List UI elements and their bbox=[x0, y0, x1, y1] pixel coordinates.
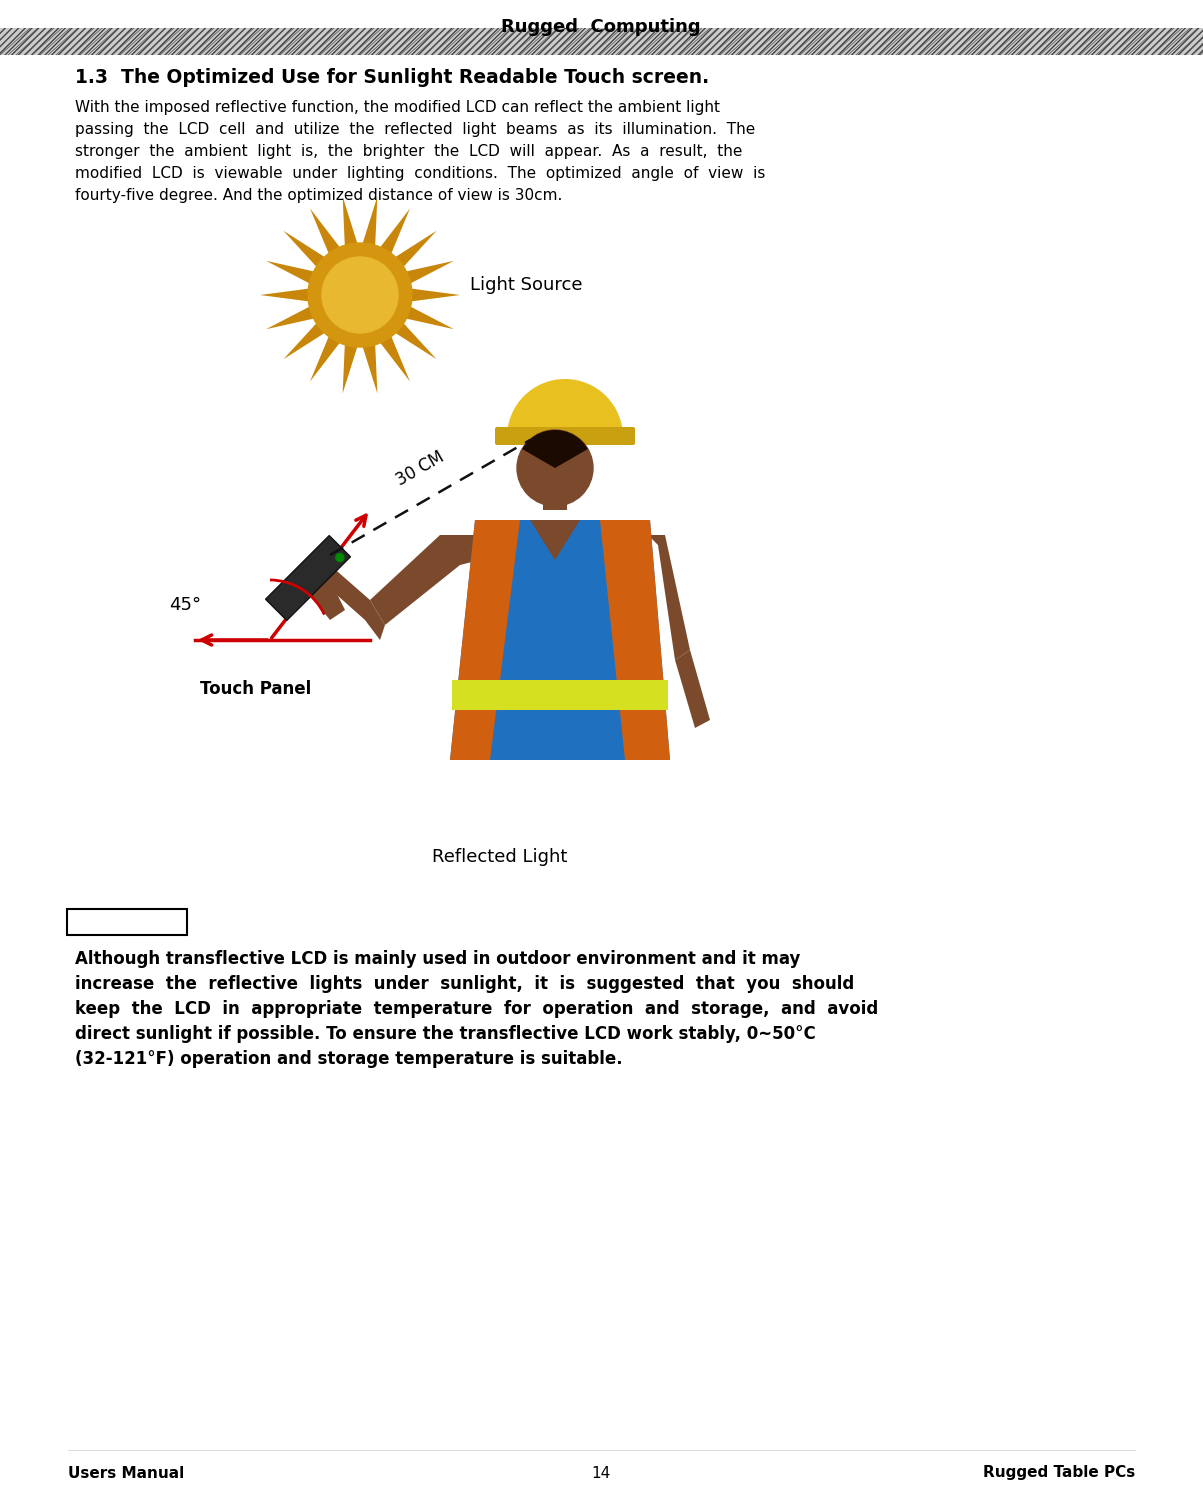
Bar bbox=[543, 491, 567, 510]
Bar bbox=[0, 29, 1203, 56]
Polygon shape bbox=[452, 680, 488, 710]
FancyBboxPatch shape bbox=[494, 427, 635, 445]
Text: fourty-five degree. And the optimized distance of view is 30cm.: fourty-five degree. And the optimized di… bbox=[75, 188, 562, 203]
Text: Reflected Light: Reflected Light bbox=[432, 847, 568, 865]
Circle shape bbox=[322, 257, 398, 333]
Polygon shape bbox=[531, 521, 580, 560]
Polygon shape bbox=[320, 564, 385, 640]
Polygon shape bbox=[380, 208, 410, 253]
Circle shape bbox=[336, 554, 344, 561]
Polygon shape bbox=[450, 521, 670, 760]
Polygon shape bbox=[284, 324, 325, 360]
Polygon shape bbox=[266, 536, 350, 620]
Polygon shape bbox=[648, 534, 691, 661]
Polygon shape bbox=[396, 230, 437, 266]
Wedge shape bbox=[506, 379, 623, 436]
Text: **Caution: **Caution bbox=[72, 908, 161, 926]
Text: Users Manual: Users Manual bbox=[69, 1466, 184, 1481]
Text: 1.3  The Optimized Use for Sunlight Readable Touch screen.: 1.3 The Optimized Use for Sunlight Reada… bbox=[75, 68, 709, 87]
Polygon shape bbox=[310, 337, 339, 382]
Text: modified  LCD  is  viewable  under  lighting  conditions.  The  optimized  angle: modified LCD is viewable under lighting … bbox=[75, 166, 765, 181]
Circle shape bbox=[308, 242, 411, 348]
Text: 45°: 45° bbox=[168, 596, 201, 614]
Polygon shape bbox=[266, 307, 314, 330]
Text: direct sunlight if possible. To ensure the transflective LCD work stably, 0~50°C: direct sunlight if possible. To ensure t… bbox=[75, 1025, 816, 1043]
Polygon shape bbox=[396, 324, 437, 360]
Text: With the imposed reflective function, the modified LCD can reflect the ambient l: With the imposed reflective function, th… bbox=[75, 99, 721, 114]
Polygon shape bbox=[343, 197, 357, 245]
Polygon shape bbox=[675, 650, 710, 728]
Text: passing  the  LCD  cell  and  utilize  the  reflected  light  beams  as  its  il: passing the LCD cell and utilize the ref… bbox=[75, 122, 755, 137]
Text: Rugged Table PCs: Rugged Table PCs bbox=[983, 1466, 1134, 1481]
Polygon shape bbox=[407, 260, 454, 283]
Text: 14: 14 bbox=[592, 1466, 611, 1481]
Text: Light Source: Light Source bbox=[470, 275, 582, 293]
Polygon shape bbox=[363, 345, 378, 393]
Polygon shape bbox=[630, 680, 668, 710]
Text: increase  the  reflective  lights  under  sunlight,  it  is  suggested  that  yo: increase the reflective lights under sun… bbox=[75, 975, 854, 993]
Text: Touch Panel: Touch Panel bbox=[200, 680, 312, 698]
Wedge shape bbox=[522, 430, 588, 468]
Polygon shape bbox=[310, 575, 345, 620]
Text: 30 CM: 30 CM bbox=[393, 448, 448, 489]
Polygon shape bbox=[260, 289, 308, 301]
Polygon shape bbox=[380, 337, 410, 382]
FancyBboxPatch shape bbox=[67, 909, 186, 935]
Polygon shape bbox=[363, 197, 378, 245]
Circle shape bbox=[517, 430, 593, 506]
Text: (32-121°F) operation and storage temperature is suitable.: (32-121°F) operation and storage tempera… bbox=[75, 1050, 623, 1069]
Polygon shape bbox=[407, 307, 454, 330]
Polygon shape bbox=[310, 208, 339, 253]
Polygon shape bbox=[600, 521, 670, 760]
Polygon shape bbox=[450, 521, 520, 760]
Polygon shape bbox=[411, 289, 460, 301]
Text: stronger  the  ambient  light  is,  the  brighter  the  LCD  will  appear.  As  : stronger the ambient light is, the brigh… bbox=[75, 144, 742, 160]
Text: Although transflective LCD is mainly used in outdoor environment and it may: Although transflective LCD is mainly use… bbox=[75, 950, 800, 968]
Polygon shape bbox=[343, 345, 357, 393]
Text: keep  the  LCD  in  appropriate  temperature  for  operation  and  storage,  and: keep the LCD in appropriate temperature … bbox=[75, 999, 878, 1017]
Text: Rugged  Computing: Rugged Computing bbox=[502, 18, 701, 36]
Polygon shape bbox=[266, 260, 314, 283]
Bar bbox=[452, 680, 668, 710]
Polygon shape bbox=[371, 534, 480, 625]
Polygon shape bbox=[284, 230, 325, 266]
